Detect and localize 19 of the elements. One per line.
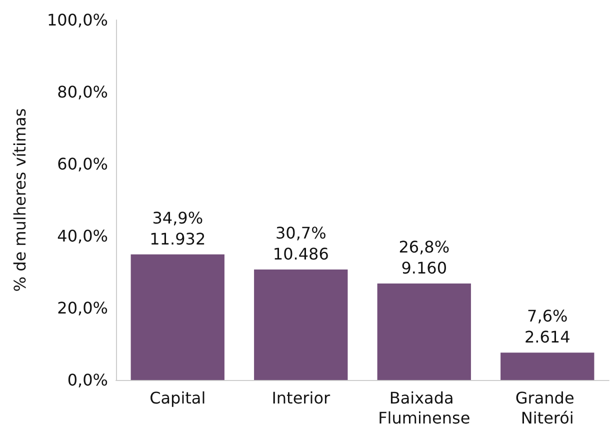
data-label: 34,9% 11.932 [150,208,206,248]
y-tick-label: 60,0% [57,154,108,174]
x-tick-label: Capital [150,388,206,408]
bar [130,254,224,380]
x-tick-label: Interior [272,388,330,408]
x-tick-label: Grande Niterói [515,388,580,428]
data-label: 26,8% 9.160 [398,238,450,278]
y-tick-label: 80,0% [57,82,108,102]
y-axis-title: % de mulheres vítimas [10,108,30,292]
x-tick-label: Baixada Fluminense [378,388,470,428]
data-label: 7,6% 2.614 [524,306,570,347]
y-tick-label: 100,0% [46,10,108,30]
bar [254,269,348,380]
y-tick-label: 20,0% [57,298,108,318]
y-tick-label: 0,0% [67,370,108,390]
bar [377,284,471,380]
bar [500,352,594,380]
data-label: 30,7% 10.486 [272,223,329,264]
y-tick-label: 40,0% [57,226,108,246]
